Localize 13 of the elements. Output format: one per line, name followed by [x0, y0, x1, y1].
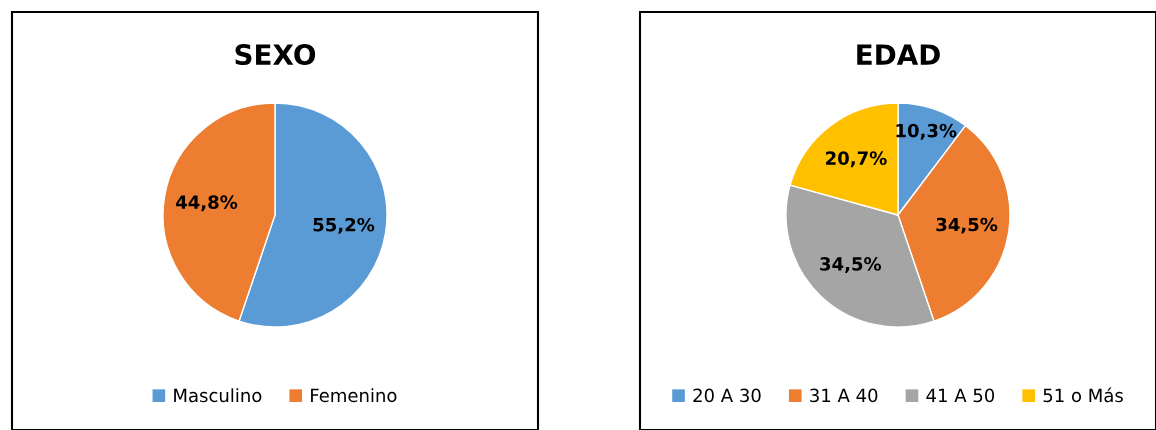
legend-label: 31 A 40: [810, 388, 878, 403]
chart-title: SEXO: [235, 44, 316, 66]
legend-label: Masculino: [174, 388, 262, 403]
legend-label: 20 A 30: [693, 388, 761, 403]
data-label: 34,5%: [820, 257, 882, 274]
legend-label: 51 o Más: [1043, 387, 1123, 403]
data-label: 20,7%: [826, 151, 887, 168]
legend-label: Femenino: [311, 388, 397, 403]
data-label: 34,5%: [936, 217, 998, 234]
legend-label: 41 A 50: [926, 388, 995, 403]
chart-title: EDAD: [857, 44, 940, 65]
data-label: 55,2%: [313, 217, 375, 234]
data-label: 44,8%: [175, 195, 238, 212]
